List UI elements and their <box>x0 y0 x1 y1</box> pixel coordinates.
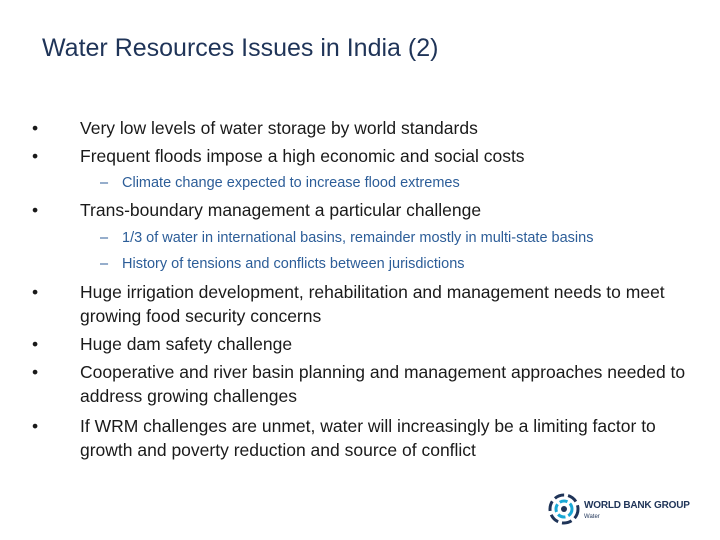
logo-name: WORLD BANK GROUP <box>584 500 690 511</box>
bullet: Huge irrigation development, rehabilitat… <box>32 280 700 328</box>
logo-unit: Water <box>584 514 600 520</box>
bullet: If WRM challenges are unmet, water will … <box>32 414 700 462</box>
bullet: Frequent floods impose a high economic a… <box>32 144 700 168</box>
logo-globe <box>548 493 580 525</box>
sub-bullet: Climate change expected to increase floo… <box>100 173 712 193</box>
bullet: Very low levels of water storage by worl… <box>32 116 700 140</box>
sub-bullet: History of tensions and conflicts betwee… <box>100 254 712 274</box>
bullet: Cooperative and river basin planning and… <box>32 360 700 408</box>
bullet: Trans-boundary management a particular c… <box>32 198 700 222</box>
slide-title: Water Resources Issues in India (2) <box>42 34 439 62</box>
bullet: Huge dam safety challenge <box>32 332 700 356</box>
sub-bullet: 1/3 of water in international basins, re… <box>100 228 712 248</box>
